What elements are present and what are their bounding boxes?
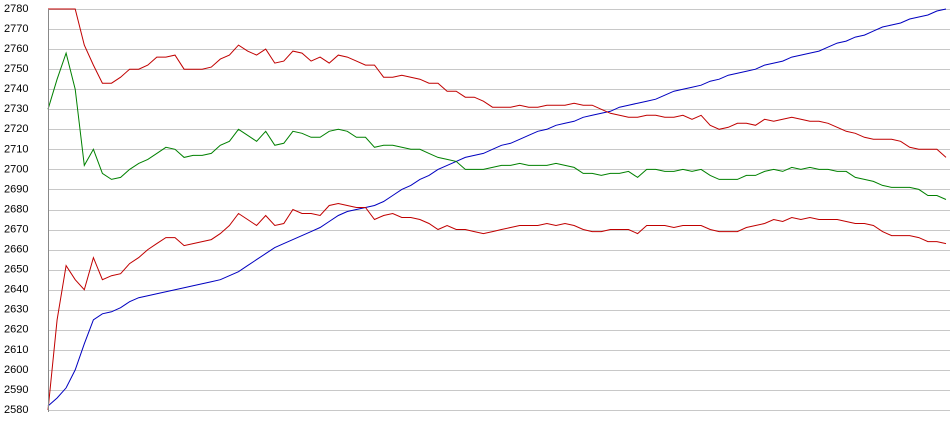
y-tick-label: 2640 — [4, 284, 28, 296]
y-tick-label: 2620 — [4, 324, 28, 336]
series-line — [48, 8, 947, 158]
series-line — [47, 202, 947, 411]
y-tick-label: 2580 — [4, 404, 28, 416]
y-tick-label: 2730 — [4, 103, 28, 115]
y-tick-label: 2770 — [4, 23, 28, 35]
y-tick-label: 2660 — [4, 244, 28, 256]
y-tick-label: 2690 — [4, 183, 28, 195]
y-tick-label: 2610 — [4, 344, 28, 356]
y-tick-label: 2600 — [4, 364, 28, 376]
y-tick-label: 2740 — [4, 83, 28, 95]
y-tick-label: 2650 — [4, 264, 28, 276]
y-tick-label: 2750 — [4, 63, 28, 75]
series-line — [47, 51, 947, 200]
grid: 2580 2590 2600 2610 2620 2630 2640 2650 2660 2670… — [4, 3, 950, 416]
y-tick-label: 2630 — [4, 304, 28, 316]
y-tick-label: 2720 — [4, 123, 28, 135]
y-tick-label: 2710 — [4, 143, 28, 155]
y-tick-label: 2760 — [4, 43, 28, 55]
y-tick-label: 2590 — [4, 384, 28, 396]
y-tick-label: 2700 — [4, 163, 28, 175]
y-tick-label: 2670 — [4, 223, 28, 235]
y-tick-label: 2780 — [4, 3, 28, 15]
plot — [47, 8, 947, 411]
series-line — [47, 8, 947, 407]
y-tick-label: 2680 — [4, 203, 28, 215]
